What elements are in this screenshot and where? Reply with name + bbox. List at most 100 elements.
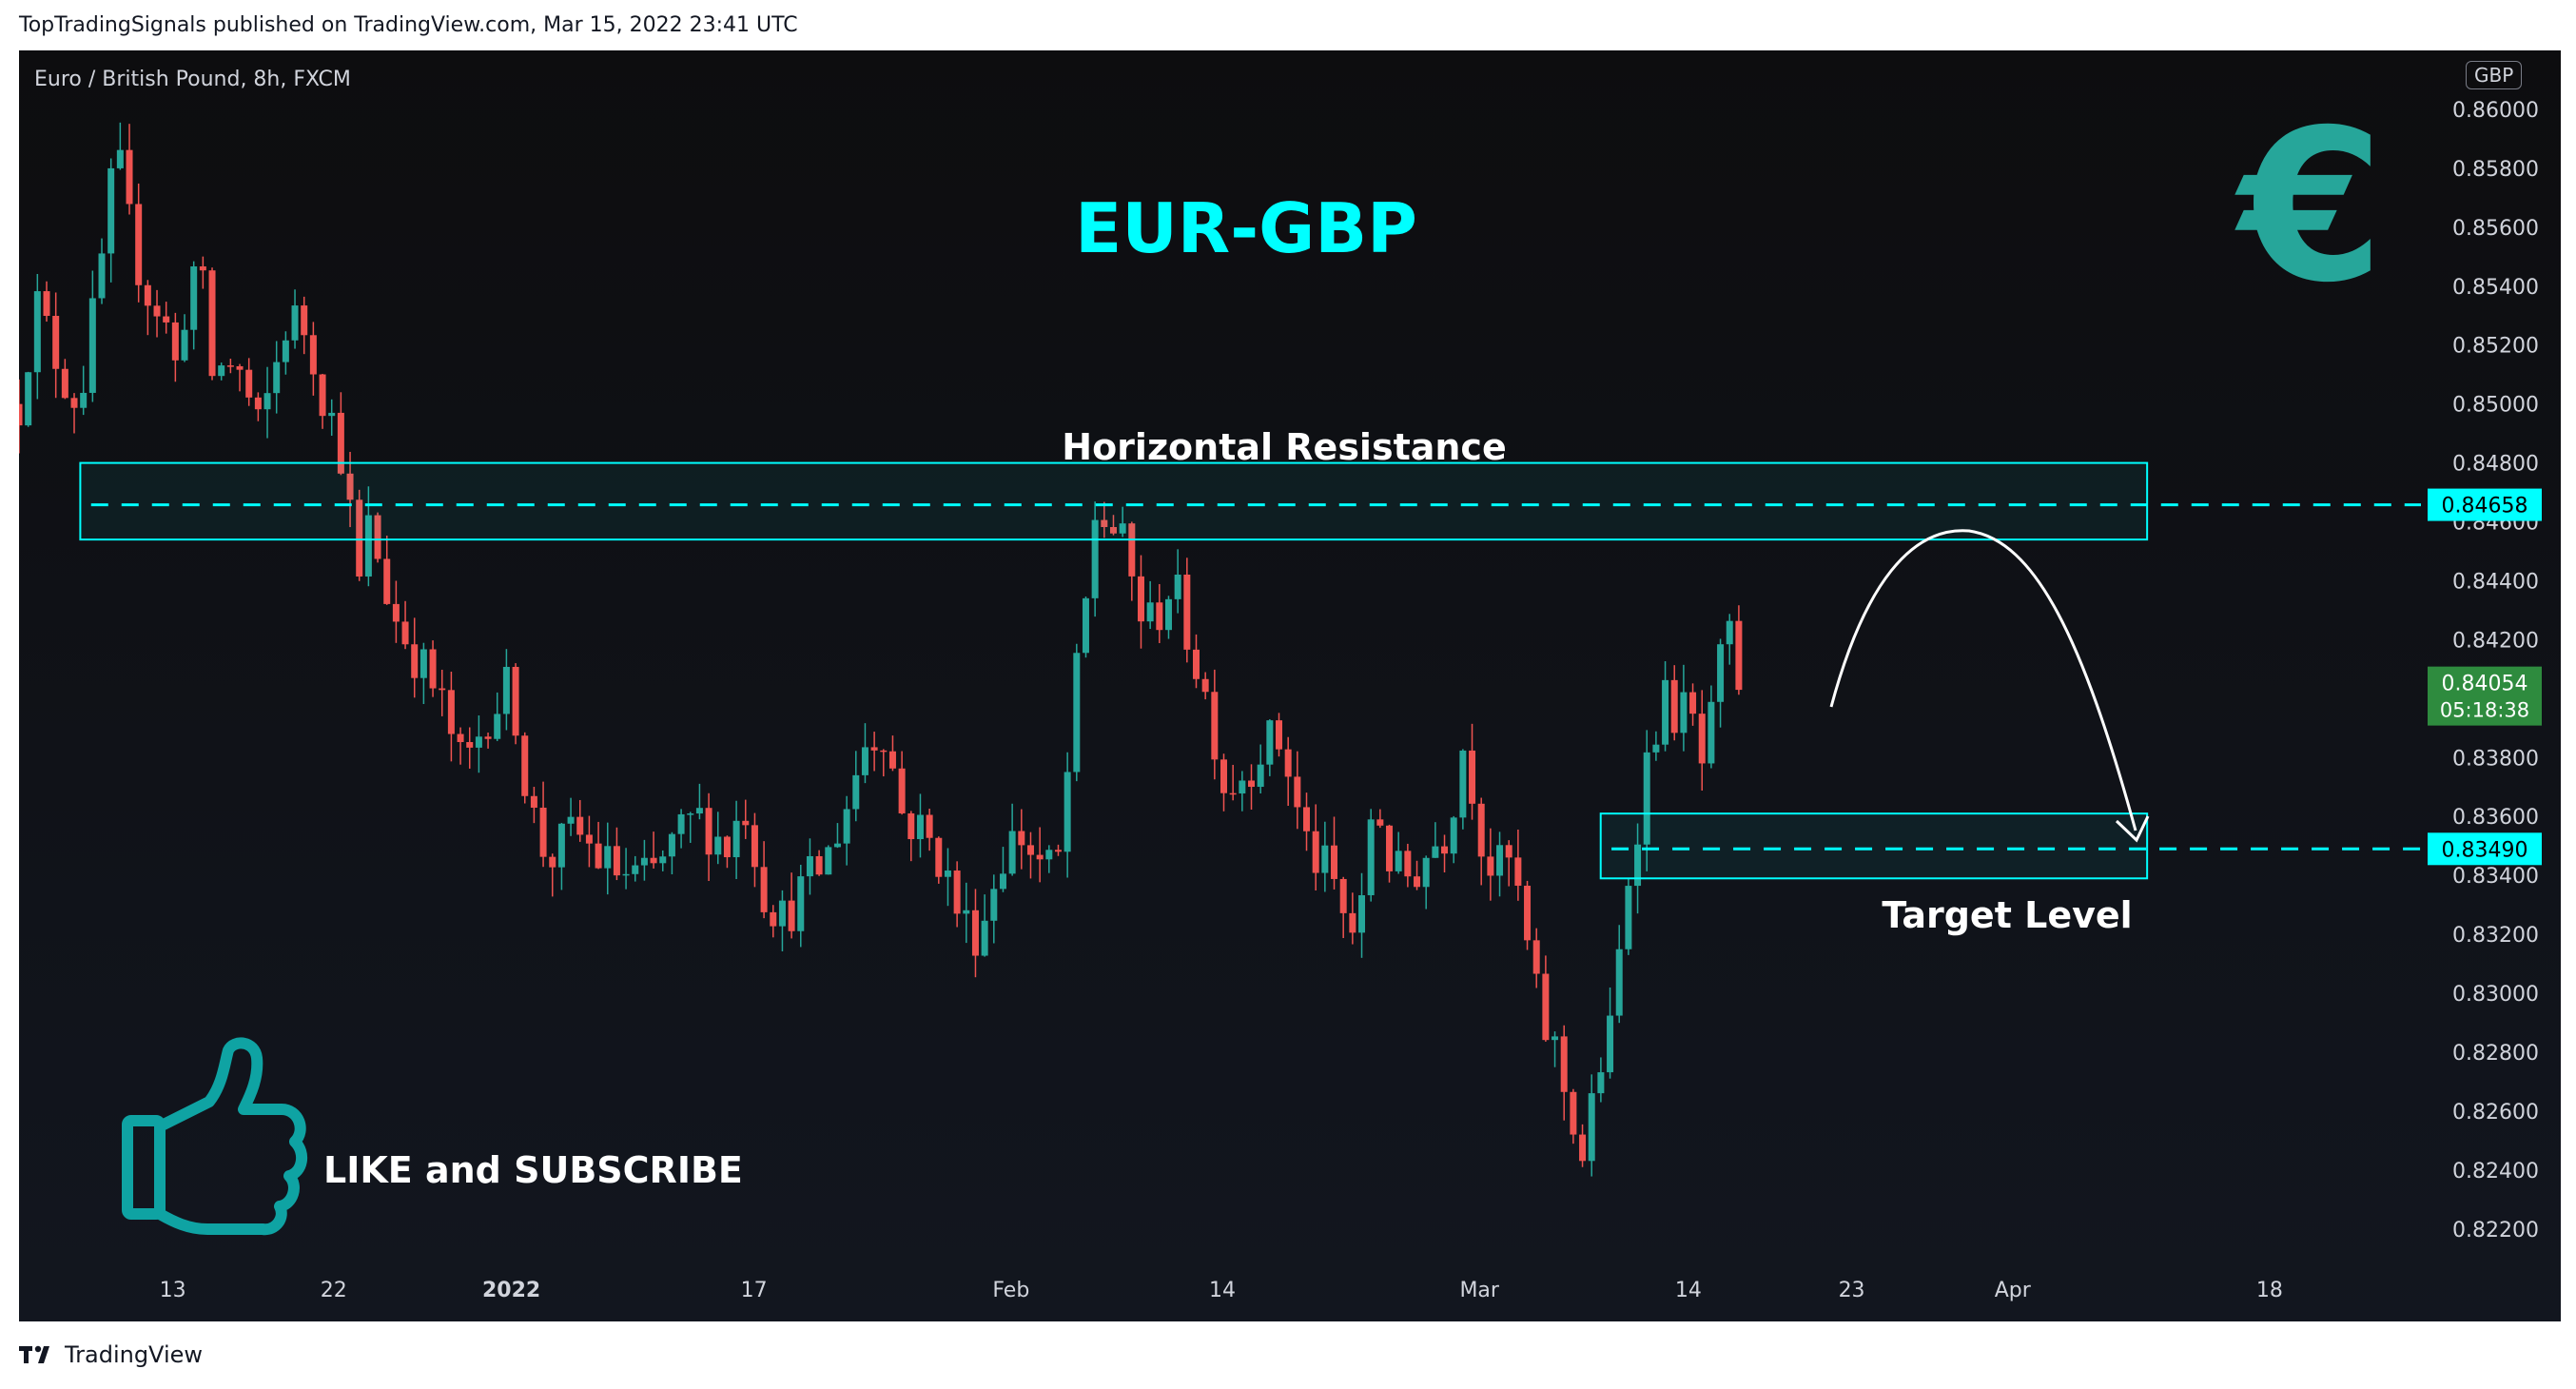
candle-body [466,742,474,748]
candle-body [1735,620,1743,691]
candle-body [512,666,519,736]
candle-body [1551,1036,1559,1041]
candle-body [825,847,832,875]
candle-body [190,266,198,330]
x-tick-label: 2022 [482,1279,540,1302]
candle-body [1064,772,1071,852]
symbol-title[interactable]: Euro / British Pound, 8h, FXCM [34,68,351,91]
y-axis: 0.86000 0.85800 0.85600 0.85400 0.85200 0.850… [2428,99,2542,1242]
current-price-badge-bg [2428,666,2542,726]
candle-body [1422,857,1430,888]
candle-body [1164,598,1172,631]
candle-body [1339,878,1347,913]
candle-body [907,812,915,840]
candle-body [1570,1091,1577,1135]
candle-body [944,871,951,877]
tradingview-brand[interactable]: TradingView [19,1341,203,1368]
candle-body [668,833,675,857]
candle-body [346,473,354,500]
candle-body [650,857,657,864]
candle-body [714,836,722,855]
candle-body [263,393,271,410]
candle-body [852,774,860,810]
candle-body [1026,845,1034,855]
target-price-badge-bg [2428,832,2542,866]
current-price-badge: 0.84054 [2442,673,2528,696]
candle-body [1054,850,1062,852]
candle-body [1607,1015,1614,1073]
y-tick-label: 0.82200 [2452,1219,2539,1242]
candle-body [687,813,694,815]
y-tick-label: 0.83400 [2452,865,2539,889]
x-tick-label: Mar [1459,1279,1499,1302]
candle-body [1146,602,1154,622]
candle-body [199,266,206,271]
x-tick-label: 22 [321,1279,347,1302]
candle-body [1496,845,1504,876]
x-tick-label: 18 [2256,1279,2283,1302]
chart-frame[interactable]: 0.86000 0.85800 0.85600 0.85400 0.85200 0.850… [19,50,2561,1321]
y-tick-label: 0.86000 [2452,99,2539,123]
candle-body [163,316,170,323]
target-zone [1599,812,2149,880]
candle-body [1367,819,1375,895]
candle-body [1680,692,1688,734]
candle-body [604,846,612,869]
candle-body [25,372,32,426]
resistance-price-badge-bg [2428,488,2542,521]
candle-body [98,253,106,299]
candle-body [1266,720,1274,765]
published-caption: TopTradingSignals published on TradingVi… [19,13,798,37]
candle-body [1211,692,1219,760]
resistance-label: Horizontal Resistance [1062,426,1506,468]
candle-body [364,515,372,577]
candle-body [557,823,565,868]
x-tick-label: 13 [160,1279,186,1302]
candle-body [1542,973,1550,1041]
candle-body [870,747,878,751]
candle-body [585,834,593,844]
candle-body [806,855,813,877]
candle-body [539,807,547,857]
y-tick-label: 0.84200 [2452,629,2539,653]
candle-body [282,340,289,362]
candle-body [447,690,455,734]
candle-body [494,714,501,739]
price-chart[interactable]: 0.86000 0.85800 0.85600 0.85400 0.85200 0.850… [19,50,2561,1321]
candle-body [833,843,841,848]
tradingview-brand-text: TradingView [65,1341,204,1368]
candle-body [1404,851,1412,877]
candle-body [1560,1036,1568,1092]
candle-body [1109,526,1117,534]
candle-body [549,856,556,868]
candle-body [1174,575,1181,599]
candle-body [861,747,868,775]
candle-body [80,392,88,408]
y-tick-label: 0.82800 [2452,1042,2539,1066]
x-tick-label: 14 [1675,1279,1702,1302]
zones-group [79,461,2421,880]
candle-body [613,846,620,876]
candle-body [640,857,648,866]
y-tick-label: 0.85400 [2452,276,2539,300]
currency-badge[interactable]: GBP [2466,61,2523,89]
resistance-price-badge: 0.84658 [2442,495,2528,518]
candle-body [33,291,41,373]
candle-body [356,499,363,577]
candle-body [1276,720,1283,750]
forecast-arrowhead [2115,815,2150,843]
y-tick-label: 0.82400 [2452,1160,2539,1184]
candle-body [1045,850,1053,860]
candle-body [723,836,731,858]
candle-body [1698,714,1706,764]
candle-body [1239,780,1246,794]
y-tick-label: 0.85200 [2452,335,2539,359]
candle-body [1321,845,1329,873]
candle-body [43,291,50,317]
candle-body [742,820,750,826]
candle-body [732,820,740,858]
candle-body [1532,940,1540,974]
candle-body [1036,854,1044,860]
candle-body [135,204,143,285]
candle-body [1284,749,1292,777]
